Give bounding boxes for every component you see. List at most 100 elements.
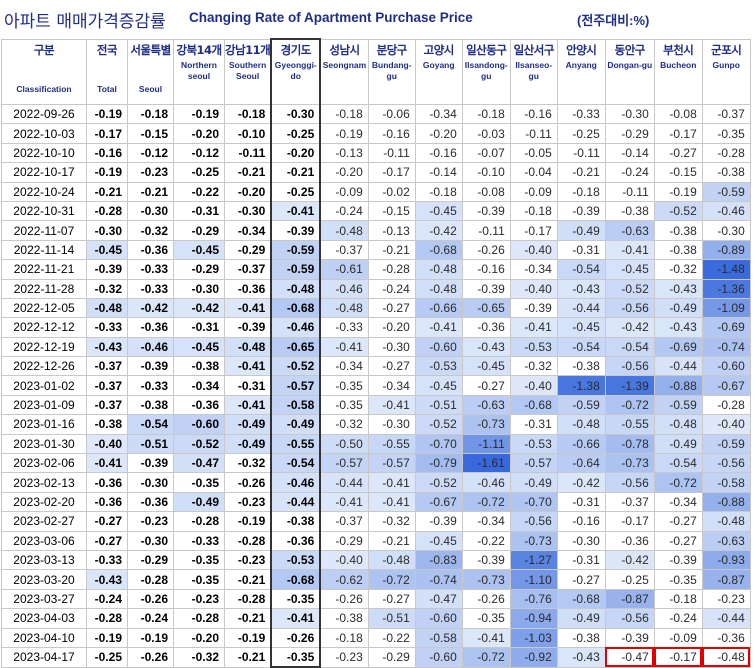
value-cell: -0.32 bbox=[367, 511, 416, 532]
value-cell: -0.21 bbox=[367, 530, 416, 551]
table-row: 2022-12-12 -0.33 -0.36 -0.31 -0.39 -0.46 -0.33… bbox=[1, 317, 751, 338]
value-cell: -0.38 bbox=[653, 239, 703, 261]
value-cell: -0.10 bbox=[461, 162, 511, 183]
date-cell: 2022-12-19 bbox=[1, 336, 87, 358]
price-change-table: 구분 Classification 전국 Total 서울특별 Seoul 강북14개 Nor… bbox=[1, 38, 751, 668]
value-cell: -0.36 bbox=[86, 472, 128, 493]
value-cell: -0.16 bbox=[509, 103, 558, 125]
value-cell: -0.88 bbox=[701, 491, 751, 513]
value-cell: -0.41 bbox=[367, 491, 416, 513]
date-cell: 2022-11-21 bbox=[1, 259, 87, 280]
value-cell: -0.38 bbox=[604, 200, 655, 222]
value-cell: -0.55 bbox=[604, 414, 655, 435]
value-cell: -0.48 bbox=[319, 220, 369, 241]
date-cell: 2023-01-30 bbox=[1, 433, 87, 455]
value-cell: -0.07 bbox=[461, 142, 511, 164]
header-english: Anyang bbox=[565, 59, 597, 70]
value-cell: -0.12 bbox=[173, 142, 225, 164]
date-cell: 2023-02-06 bbox=[1, 453, 87, 474]
value-cell: -0.36 bbox=[701, 627, 751, 648]
value-cell: -0.15 bbox=[653, 162, 703, 183]
value-cell: -0.57 bbox=[509, 453, 558, 474]
value-cell: -0.19 bbox=[173, 103, 225, 125]
date-cell: 2023-02-27 bbox=[1, 511, 87, 532]
value-cell: -0.36 bbox=[461, 317, 511, 338]
table-row: 2023-01-02 -0.37 -0.33 -0.34 -0.31 -0.57 -0.35… bbox=[1, 375, 751, 396]
value-cell: -0.65 bbox=[461, 297, 511, 319]
header-korean: 부천시 bbox=[663, 42, 694, 57]
value-cell: -1.03 bbox=[509, 627, 558, 648]
header-english: Seoul bbox=[138, 83, 163, 94]
value-cell: -0.37 bbox=[701, 103, 751, 125]
value-cell: -0.44 bbox=[270, 491, 322, 513]
value-cell: -0.30 bbox=[127, 530, 174, 551]
value-cell: -0.11 bbox=[367, 142, 416, 164]
table-row: 2022-10-24 -0.21 -0.21 -0.22 -0.20 -0.25 -0.09… bbox=[1, 181, 751, 202]
value-cell: -1.48 bbox=[701, 259, 751, 280]
value-cell: -0.25 bbox=[173, 162, 225, 183]
value-cell: -0.41 bbox=[319, 491, 369, 513]
table-row: 2023-02-13 -0.36 -0.30 -0.35 -0.26 -0.46 -0.44… bbox=[1, 472, 751, 493]
value-cell: -0.59 bbox=[270, 259, 322, 280]
column-header-northern-seoul: 강북14개 Northern seoul bbox=[173, 38, 225, 105]
header-korean: 강북14개 bbox=[176, 42, 222, 57]
value-cell: -0.57 bbox=[367, 453, 416, 474]
value-cell: -0.20 bbox=[414, 123, 463, 144]
value-cell: -0.21 bbox=[224, 646, 272, 668]
value-cell: -0.39 bbox=[127, 453, 174, 474]
value-cell: -0.37 bbox=[604, 491, 655, 513]
value-cell: -0.47 bbox=[604, 646, 655, 668]
value-cell: -0.28 bbox=[701, 394, 751, 416]
value-cell: -0.17 bbox=[653, 123, 703, 144]
value-cell: -0.57 bbox=[319, 453, 369, 474]
value-cell: -0.47 bbox=[414, 588, 463, 610]
header-korean: 전국 bbox=[96, 42, 118, 57]
value-cell: -0.23 bbox=[319, 646, 369, 668]
value-cell: -0.41 bbox=[604, 239, 655, 261]
value-cell: -0.67 bbox=[414, 491, 463, 513]
value-cell: -0.39 bbox=[509, 297, 558, 319]
value-cell: -0.23 bbox=[224, 491, 272, 513]
value-cell: -0.18 bbox=[653, 588, 703, 610]
value-cell: -0.20 bbox=[173, 627, 225, 648]
value-cell: -0.32 bbox=[509, 356, 558, 377]
value-cell: -0.45 bbox=[173, 239, 225, 261]
value-cell: -0.17 bbox=[653, 646, 703, 668]
value-cell: -0.48 bbox=[701, 511, 751, 532]
value-cell: -0.27 bbox=[653, 142, 703, 164]
value-cell: -0.37 bbox=[86, 375, 128, 396]
value-cell: -0.48 bbox=[224, 336, 272, 358]
value-cell: -0.13 bbox=[319, 142, 369, 164]
value-cell: -0.20 bbox=[270, 142, 322, 164]
value-cell: -0.26 bbox=[224, 472, 272, 493]
value-cell: -0.33 bbox=[127, 375, 174, 396]
value-cell: -0.55 bbox=[270, 433, 322, 455]
value-cell: -0.73 bbox=[461, 414, 511, 435]
value-cell: -0.29 bbox=[224, 239, 272, 261]
table-row: 2022-09-26 -0.19 -0.18 -0.19 -0.18 -0.30 -0.18… bbox=[1, 103, 751, 125]
value-cell: -0.05 bbox=[509, 142, 558, 164]
value-cell: -0.11 bbox=[604, 181, 655, 202]
value-cell: -0.37 bbox=[224, 259, 272, 280]
value-cell: -0.27 bbox=[86, 511, 128, 532]
value-cell: -0.33 bbox=[127, 259, 174, 280]
value-cell: -0.21 bbox=[367, 239, 416, 261]
value-cell: -0.50 bbox=[319, 433, 369, 455]
value-cell: -0.24 bbox=[319, 200, 369, 222]
value-cell: -0.94 bbox=[509, 608, 558, 629]
value-cell: -0.17 bbox=[367, 162, 416, 183]
value-cell: -0.21 bbox=[224, 569, 272, 590]
value-cell: -0.27 bbox=[556, 569, 606, 590]
value-cell: -0.36 bbox=[127, 239, 174, 261]
value-cell: -0.36 bbox=[127, 317, 174, 338]
value-cell: -0.68 bbox=[414, 239, 463, 261]
column-header-gunpo: 군포시 Gunpo bbox=[701, 38, 751, 105]
header-english: Ilsanseo-gu bbox=[515, 59, 553, 81]
unit-label: (전주대비:%) bbox=[577, 13, 650, 28]
value-cell: -0.63 bbox=[604, 220, 655, 241]
value-cell: -0.33 bbox=[86, 549, 128, 571]
value-cell: -0.56 bbox=[604, 608, 655, 629]
value-cell: -0.44 bbox=[701, 608, 751, 629]
value-cell: -0.41 bbox=[367, 394, 416, 416]
value-cell: -0.40 bbox=[86, 433, 128, 455]
